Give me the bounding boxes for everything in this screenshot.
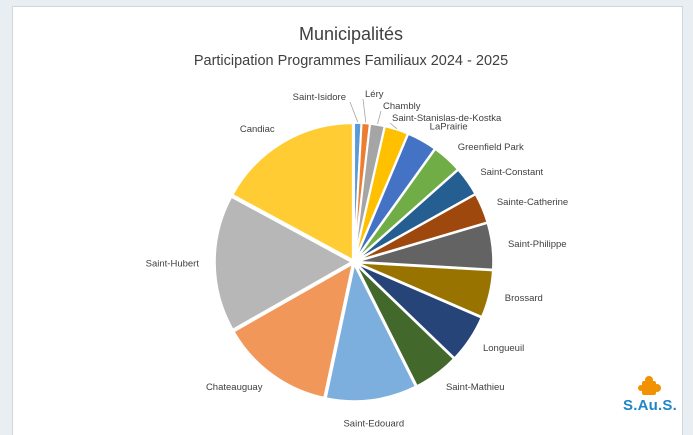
slice-label-saint-isidore: Saint-Isidore <box>293 92 346 103</box>
chart-subtitle: Participation Programmes Familiaux 2024 … <box>194 53 508 69</box>
slice-label-saint-constant: Saint-Constant <box>480 167 543 178</box>
slice-label-chambly: Chambly <box>383 101 421 112</box>
pie-chart: Municipalités Participation Programmes F… <box>146 24 568 430</box>
pie-slices <box>213 121 495 403</box>
puzzle-icon <box>638 376 661 395</box>
chart-frame: Municipalités Participation Programmes F… <box>12 6 683 435</box>
slice-label-sainte-catherine: Sainte-Catherine <box>497 197 568 208</box>
pie-slice-candiac <box>231 122 354 262</box>
slice-label-laprairie: LaPrairie <box>430 122 468 133</box>
slice-label-greenfield-park: Greenfield Park <box>458 142 524 153</box>
leader-line-lery <box>362 98 367 123</box>
slice-label-saint-philippe: Saint-Philippe <box>508 239 567 250</box>
pie-slice-saint-mathieu <box>354 263 456 388</box>
pie-slice-saint-hubert <box>213 195 354 332</box>
leader-line-saint-stanislas-de-kostka <box>389 122 398 130</box>
chart-title: Municipalités <box>299 24 403 44</box>
slice-label-longueuil: Longueuil <box>483 343 524 354</box>
pie-slice-chateauguay <box>232 261 355 399</box>
leader-line-saint-isidore <box>349 101 359 123</box>
leader-line-chambly <box>377 110 382 125</box>
saus-logo: S.Au.S. <box>613 375 687 419</box>
logo-text: S.Au.S. <box>623 397 677 414</box>
slice-label-saint-edouard: Saint-Edouard <box>343 419 404 430</box>
slice-label-saint-stanislas-de-kostka: Saint-Stanislas-de-Kostka <box>392 113 502 124</box>
slice-labels: Saint-Isidore LéryChamblySaint-Stanislas-… <box>146 89 568 430</box>
slice-label-lery: Léry <box>365 89 384 100</box>
slice-label-chateauguay: Chateauguay <box>206 382 263 393</box>
slice-label-saint-hubert: Saint-Hubert <box>146 259 200 270</box>
leader-lines <box>349 98 398 130</box>
slice-label-candiac: Candiac <box>240 124 275 135</box>
slice-label-brossard: Brossard <box>505 293 543 304</box>
slice-label-saint-mathieu: Saint-Mathieu <box>446 382 505 393</box>
pie-slice-saint-edouard <box>324 261 418 403</box>
